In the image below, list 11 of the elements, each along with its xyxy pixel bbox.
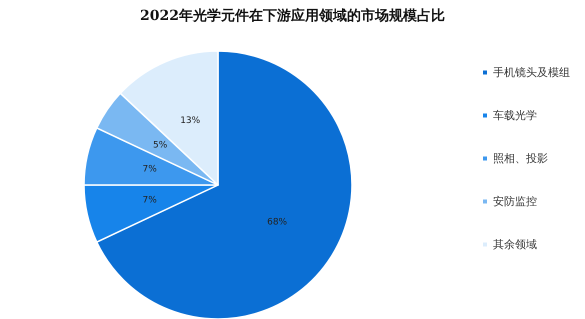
- data-label: 7%: [142, 164, 158, 175]
- chart-title: 2022年光学元件在下游应用领域的市场规模占比: [140, 7, 445, 24]
- legend-label: 其余领域: [493, 238, 537, 251]
- data-label: 7%: [142, 195, 158, 206]
- data-label: 68%: [267, 218, 288, 228]
- data-label: 5%: [152, 140, 168, 151]
- data-label: 13%: [180, 116, 201, 126]
- legend-label: 手机镜头及模组: [493, 66, 570, 79]
- legend-label: 照相、投影: [493, 152, 548, 165]
- legend-label: 安防监控: [493, 195, 537, 208]
- legend-label: 车载光学: [493, 109, 537, 122]
